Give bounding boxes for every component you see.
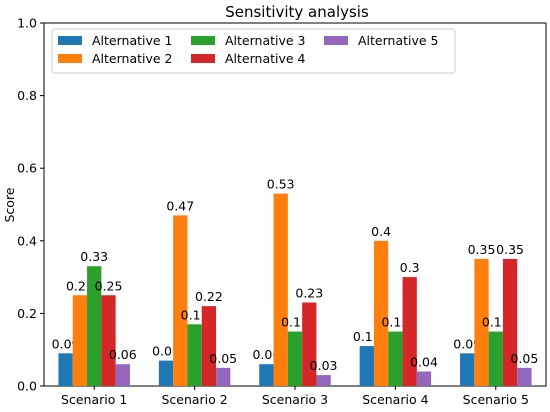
data-label: 0.05: [209, 351, 237, 366]
bar: [173, 215, 188, 386]
data-label: 0.23: [295, 286, 323, 301]
x-tick-label: Scenario 2: [161, 392, 227, 407]
legend-frame: [51, 28, 456, 74]
data-label: 0.11: [353, 329, 381, 344]
bar: [474, 258, 489, 386]
legend: Alternative 1 Alternative 2 Alternative 3 A…: [51, 28, 456, 74]
bar: [158, 360, 174, 386]
data-label: 0.35: [468, 242, 496, 257]
data-label: 0.06: [109, 347, 137, 362]
y-tick-label: 0.8: [17, 88, 37, 103]
data-label: 0.15: [381, 315, 409, 330]
data-label: 0.3: [400, 260, 420, 275]
y-tick-label: 0.4: [17, 233, 37, 248]
bar: [316, 375, 331, 386]
data-label: 0.25: [95, 278, 123, 293]
bar: [273, 193, 288, 386]
legend-swatch: [58, 54, 82, 63]
chart-title: Sensitivity analysis: [225, 3, 369, 21]
bar: [287, 331, 303, 386]
y-tick-label: 0.6: [17, 161, 37, 176]
legend-swatch: [58, 36, 82, 45]
data-label: 0.4: [371, 224, 391, 239]
bar: [502, 258, 518, 386]
legend-swatch: [191, 54, 215, 63]
bar: [58, 353, 73, 386]
data-label: 0.04: [410, 354, 438, 369]
data-label: 0.35: [496, 242, 524, 257]
data-label: 0.53: [267, 177, 295, 192]
data-label: 0.03: [310, 358, 338, 373]
bar: [101, 295, 116, 386]
bar: [388, 331, 403, 386]
x-tick-label: Scenario 4: [362, 392, 428, 407]
bar: [402, 277, 417, 386]
bar: [488, 331, 503, 386]
legend-label: Alternative 4: [225, 51, 306, 66]
x-tick-label: Scenario 3: [262, 392, 328, 407]
y-tick-label: 1.0: [17, 16, 37, 31]
legend-label: Alternative 1: [92, 33, 173, 48]
data-label: 0.09: [453, 336, 481, 351]
legend-label: Alternative 2: [92, 51, 173, 66]
data-label: 0.09: [52, 336, 80, 351]
bar: [460, 353, 475, 386]
bar: [259, 364, 274, 386]
data-label: 0.47: [166, 198, 194, 213]
bar: [72, 295, 88, 386]
x-tick-label: Scenario 1: [61, 392, 127, 407]
legend-label: Alternative 3: [225, 33, 306, 48]
plot-area: 0.0 0.2 0.4 0.6 0.8 1.0 Scenario 1 0.09 0.25 0.33…: [17, 16, 547, 407]
y-axis-label: Score: [2, 187, 17, 222]
x-tick-label: Scenario 5: [463, 392, 529, 407]
data-label: 0.22: [195, 289, 223, 304]
data-label: 0.15: [482, 315, 510, 330]
bar: [302, 302, 317, 386]
data-label: 0.17: [181, 307, 209, 322]
legend-swatch: [191, 36, 215, 45]
bar: [216, 367, 231, 386]
data-label: 0.06: [252, 347, 280, 362]
data-label: 0.05: [510, 351, 538, 366]
data-label: 0.15: [281, 315, 309, 330]
bar: [187, 324, 202, 386]
bar: [115, 364, 130, 386]
bar: [87, 266, 102, 386]
bar: [359, 346, 374, 386]
bar: [517, 367, 532, 386]
data-label: 0.25: [66, 278, 94, 293]
data-label: 0.33: [80, 249, 108, 264]
bar: [373, 240, 389, 386]
legend-swatch: [324, 36, 348, 45]
data-label: 0.07: [152, 344, 180, 359]
y-tick-label: 0.0: [17, 379, 37, 394]
bar: [416, 371, 432, 386]
bar: [201, 306, 217, 386]
legend-label: Alternative 5: [358, 33, 439, 48]
y-tick-label: 0.2: [17, 306, 37, 321]
